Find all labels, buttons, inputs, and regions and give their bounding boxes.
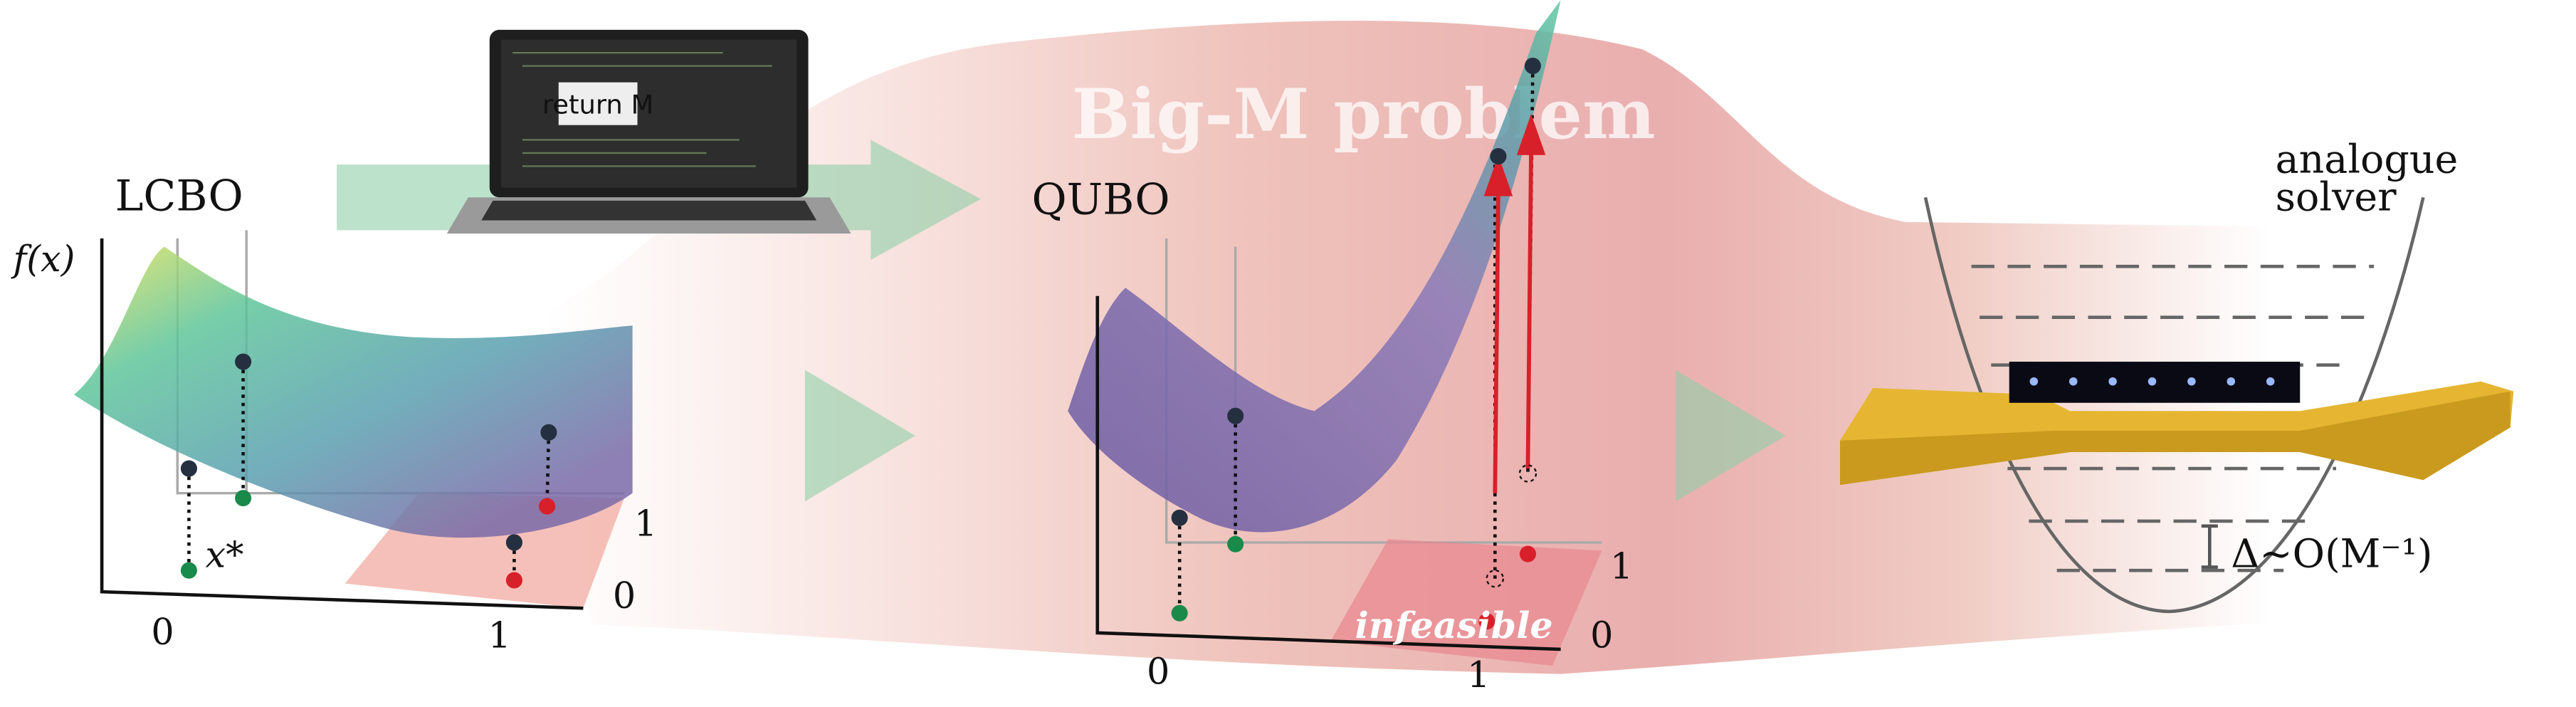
banner-shape xyxy=(542,21,2576,674)
laptop-label: return M xyxy=(542,90,653,120)
lcbo-label: LCBO xyxy=(115,172,243,221)
x-tick: 0 xyxy=(1147,650,1169,692)
x-tick: 0 xyxy=(151,611,174,653)
qubo-label: QUBO xyxy=(1031,174,1169,224)
lcbo-plot xyxy=(73,230,633,610)
optimum-label: x* xyxy=(206,534,244,576)
y-axis-label: f(x) xyxy=(10,238,75,280)
solver-label: solver xyxy=(2276,175,2397,221)
x-tick: 1 xyxy=(488,614,510,656)
z-tick: 1 xyxy=(634,503,657,545)
infeasible-label: infeasible xyxy=(1355,604,1553,646)
z-tick: 0 xyxy=(613,575,636,617)
z-tick: 0 xyxy=(1590,614,1613,656)
qubo-plot xyxy=(1068,0,1602,666)
gap-label: Δ~O(M⁻¹) xyxy=(2231,532,2432,577)
z-tick: 1 xyxy=(1610,545,1633,587)
laptop xyxy=(446,29,851,234)
solver-label: analogue xyxy=(2276,137,2459,183)
banner-title: Big-M problem xyxy=(1072,73,1656,155)
solver xyxy=(1840,197,2514,614)
x-tick: 1 xyxy=(1467,654,1490,696)
